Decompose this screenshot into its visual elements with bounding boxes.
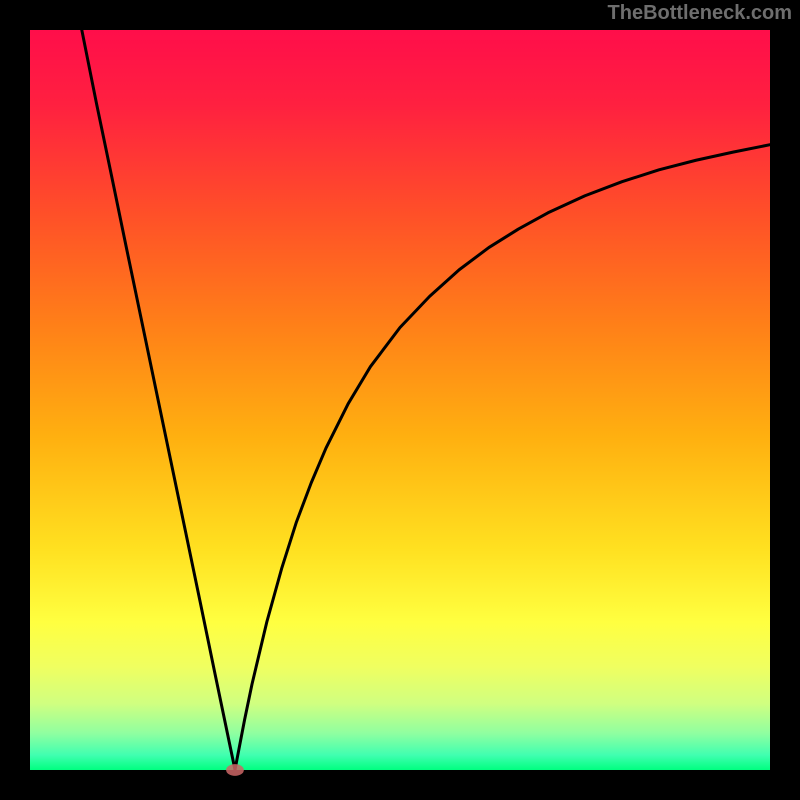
bottleneck-chart: TheBottleneck.com bbox=[0, 0, 800, 800]
minimum-marker bbox=[226, 764, 244, 776]
plot-background bbox=[30, 30, 770, 770]
chart-svg bbox=[0, 0, 800, 800]
watermark-text: TheBottleneck.com bbox=[608, 2, 792, 25]
